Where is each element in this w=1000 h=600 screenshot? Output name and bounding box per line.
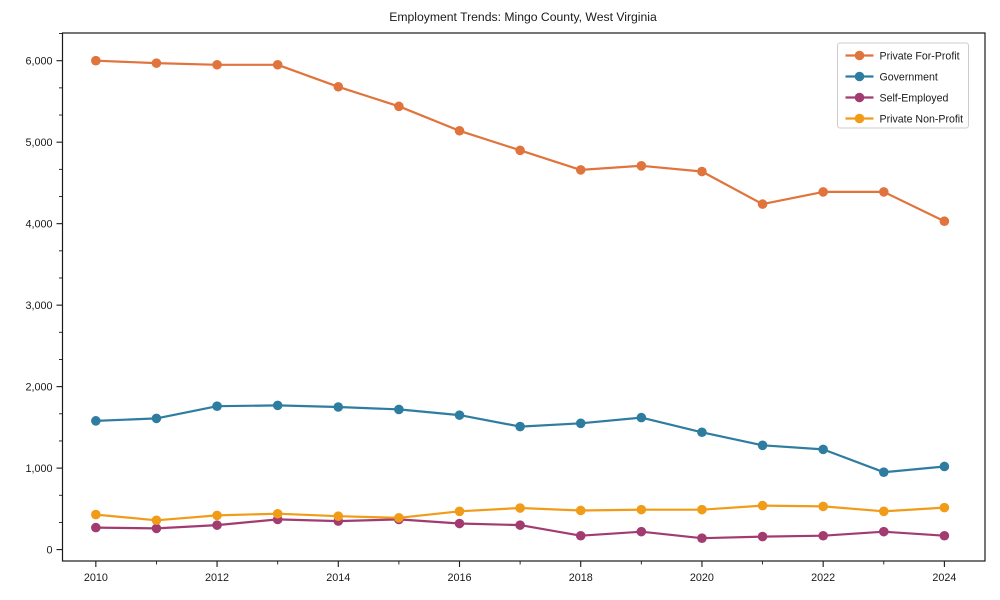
x-tick-label: 2018: [569, 572, 593, 584]
data-point: [939, 530, 950, 541]
data-point: [575, 418, 586, 429]
data-point: [939, 502, 950, 513]
data-point: [151, 523, 162, 534]
data-point: [939, 461, 950, 472]
data-point: [575, 165, 586, 175]
data-point: [939, 216, 950, 227]
series-line-private-for-profit: [94, 59, 946, 223]
axes-box: [61, 32, 986, 562]
legend-label: Government: [880, 71, 938, 83]
legend-label: Private For-Profit: [880, 50, 960, 62]
data-point: [333, 81, 344, 92]
data-point: [333, 402, 344, 412]
x-tick-label: 2014: [326, 572, 350, 584]
data-point: [818, 187, 828, 197]
data-point: [91, 55, 101, 66]
data-point: [697, 166, 707, 177]
legend-marker: [854, 71, 865, 82]
data-point: [454, 410, 465, 420]
data-point: [212, 520, 222, 530]
x-tick-label: 2012: [205, 572, 229, 584]
data-point: [515, 520, 525, 530]
plot-area: 0 1,000 2,000 3,000 4,000 5,000 6,000 2010 2012 2…: [25, 32, 986, 584]
legend-marker: [854, 92, 865, 103]
legend-label: Self-Employed: [880, 92, 949, 104]
data-point: [515, 145, 525, 156]
data-point: [212, 59, 222, 70]
data-point: [697, 504, 707, 515]
data-point: [757, 199, 768, 209]
series-line-government: [94, 404, 946, 474]
y-tick-label: 4,000: [25, 218, 52, 230]
data-point: [454, 125, 465, 136]
y-tick-label: 1,000: [25, 463, 52, 475]
data-point: [394, 404, 404, 415]
data-point: [272, 59, 283, 70]
data-point: [91, 522, 101, 533]
legend-label: Private Non-Profit: [880, 113, 964, 125]
data-point: [91, 509, 101, 520]
data-point: [151, 413, 162, 424]
data-point: [333, 511, 344, 521]
y-tick-label: 2,000: [25, 381, 52, 393]
y-tick-label: 5,000: [25, 137, 52, 149]
data-point: [575, 530, 586, 541]
data-point: [212, 510, 222, 521]
x-tick-label: 2016: [447, 572, 471, 584]
x-tick-label: 2010: [84, 572, 108, 584]
data-point: [151, 515, 162, 526]
data-point: [212, 401, 222, 411]
data-point: [272, 400, 283, 411]
data-point: [272, 508, 283, 519]
y-tick-label: 6,000: [25, 56, 52, 68]
data-point: [818, 444, 828, 455]
data-point: [151, 58, 162, 68]
data-point: [394, 513, 404, 523]
data-point: [697, 427, 707, 438]
legend-marker: [854, 113, 865, 124]
data-point: [636, 161, 647, 171]
data-point: [757, 500, 768, 511]
y-tick-label: 3,000: [25, 300, 52, 312]
data-point: [454, 506, 465, 517]
data-point: [818, 530, 828, 541]
y-tick-label: 0: [46, 544, 52, 556]
data-point: [454, 518, 465, 529]
legend-box: [837, 42, 969, 129]
data-point: [515, 503, 525, 513]
data-point: [878, 467, 889, 477]
data-point: [636, 526, 647, 537]
data-point: [757, 440, 768, 451]
data-point: [818, 501, 828, 512]
x-tick-label: 2024: [932, 572, 956, 584]
data-point: [757, 531, 768, 542]
data-point: [878, 187, 889, 197]
data-point: [697, 533, 707, 543]
x-tick-label: 2022: [811, 572, 835, 584]
x-tick-label: 2020: [690, 572, 714, 584]
data-point: [636, 504, 647, 515]
data-point: [515, 421, 525, 432]
data-point: [575, 505, 586, 516]
data-point: [878, 526, 889, 537]
data-point: [394, 101, 404, 112]
data-point: [91, 416, 101, 426]
legend-marker: [854, 50, 865, 61]
data-point: [636, 412, 647, 423]
chart-title: Employment Trends: Mingo County, West Vi…: [389, 10, 657, 24]
data-point: [878, 506, 889, 517]
